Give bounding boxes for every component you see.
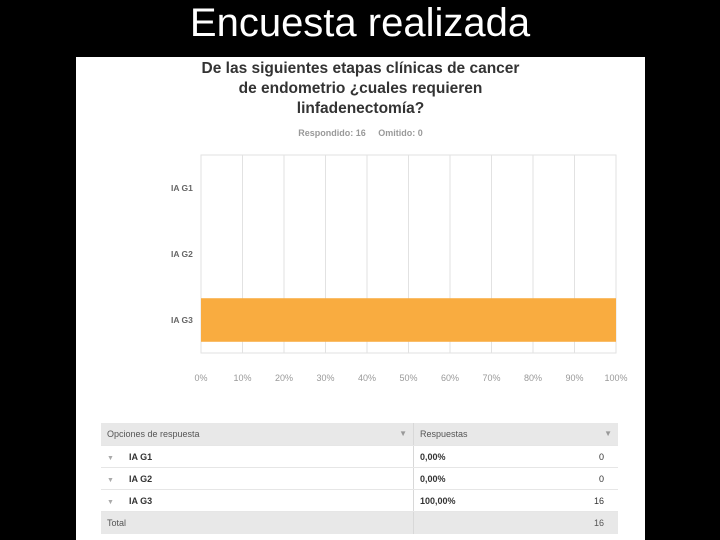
count-value: 16 (593, 495, 604, 506)
y-category-label: IA G2 (171, 249, 193, 259)
x-tick-label: 30% (316, 373, 334, 383)
survey-results-panel: De las siguientes etapas clínicas de can… (76, 57, 645, 540)
expand-caret-icon[interactable]: ▼ (107, 498, 114, 506)
question-line: linfadenectomía? (296, 100, 425, 117)
option-label: IA G2 (129, 473, 153, 484)
y-category-label: IA G3 (171, 315, 193, 325)
x-tick-label: 90% (565, 373, 583, 383)
responses-table: Opciones de respuesta ▼ Respuestas ▼ ▼ IA G… (101, 423, 618, 534)
x-tick-label: 20% (275, 373, 293, 383)
x-tick-label: 0% (194, 373, 207, 383)
table-row: ▼ IA G2 0,00% 0 (101, 467, 618, 490)
x-tick-label: 80% (524, 373, 542, 383)
question-title: De las siguientes etapas clínicas de can… (76, 59, 645, 119)
sort-triangle-icon[interactable]: ▼ (604, 429, 612, 438)
table-total-row: Total 16 (101, 511, 618, 534)
slide-title: Encuesta realizada (189, 1, 531, 45)
table-row: ▼ IA G3 100,00% 16 (101, 489, 618, 512)
skipped-count: Omitido: 0 (378, 128, 423, 138)
count-value: 0 (598, 451, 604, 462)
total-label: Total (101, 511, 414, 534)
response-meta: Respondido: 16 Omitido: 0 (76, 128, 645, 138)
percent-value: 0,00% (420, 473, 446, 484)
x-tick-label: 60% (441, 373, 459, 383)
x-tick-label: 100% (604, 373, 627, 383)
question-line: De las siguientes etapas clínicas de can… (201, 60, 520, 77)
answered-count: Respondido: 16 (298, 128, 366, 138)
table-row: ▼ IA G1 0,00% 0 (101, 445, 618, 468)
sort-triangle-icon[interactable]: ▼ (399, 429, 407, 438)
bar (201, 298, 616, 342)
x-tick-label: 50% (399, 373, 417, 383)
bar-chart: 0% 10% 20% 30% 40% 50% 60% 70% 80% 90% 100% IA G1 IA… (171, 154, 628, 383)
table-header-row: Opciones de respuesta ▼ Respuestas ▼ (101, 423, 618, 446)
count-value: 0 (598, 473, 604, 484)
percent-value: 0,00% (420, 451, 446, 462)
x-tick-label: 40% (358, 373, 376, 383)
option-label: IA G1 (129, 451, 153, 462)
x-tick-label: 10% (233, 373, 251, 383)
x-tick-label: 70% (482, 373, 500, 383)
option-label: IA G3 (129, 495, 153, 506)
percent-value: 100,00% (420, 495, 456, 506)
header-options[interactable]: Opciones de respuesta ▼ (101, 423, 414, 446)
y-category-label: IA G1 (171, 183, 193, 193)
total-value: 16 (593, 518, 604, 528)
header-responses[interactable]: Respuestas ▼ (413, 423, 618, 446)
expand-caret-icon[interactable]: ▼ (107, 476, 114, 484)
expand-caret-icon[interactable]: ▼ (107, 454, 114, 462)
question-line: de endometrio ¿cuales requieren (238, 80, 483, 97)
